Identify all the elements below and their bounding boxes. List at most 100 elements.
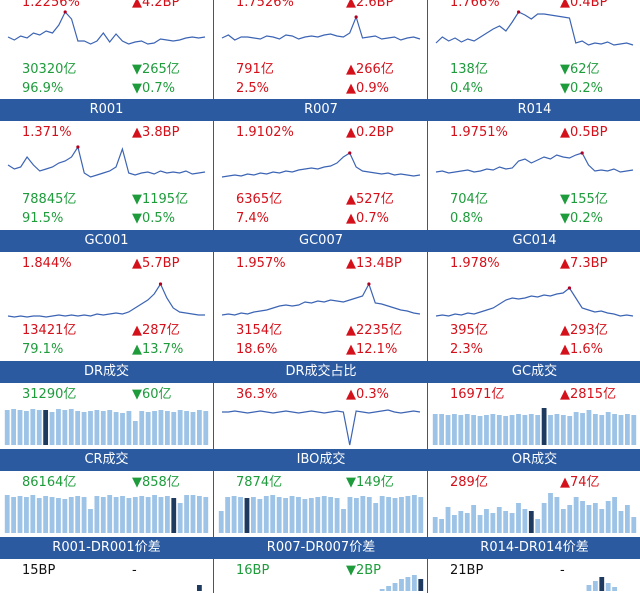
bar <box>624 414 630 445</box>
bar <box>152 411 157 445</box>
volume-cell: 16BP ▼2BP <box>214 561 428 593</box>
rate-value: 1.9751% <box>450 125 508 140</box>
bar <box>496 415 502 445</box>
share-value: 0.4% <box>450 81 484 96</box>
volume-value: 6365亿 <box>236 192 283 207</box>
section-header-title: R014-DR014价差 <box>480 540 589 555</box>
metric-value: 86164亿 <box>22 475 77 490</box>
volume-value: 395亿 <box>450 323 488 338</box>
bar <box>471 505 477 533</box>
series-line <box>221 15 421 41</box>
bar <box>509 513 515 533</box>
rate-change: ▲7.3BP <box>560 256 608 271</box>
metric-value: 15BP <box>22 563 56 578</box>
bar <box>541 503 547 533</box>
bar <box>238 497 243 533</box>
bar <box>458 415 464 445</box>
volume-bar-chart <box>586 577 617 591</box>
volume-bar-chart <box>432 408 637 445</box>
bar <box>353 498 359 533</box>
bar <box>100 411 106 445</box>
bar <box>612 497 617 533</box>
bar <box>289 496 295 533</box>
bar <box>484 415 489 445</box>
bar <box>203 411 209 445</box>
bar <box>145 412 151 445</box>
bar <box>503 416 509 445</box>
metric-change: ▼149亿 <box>346 475 394 490</box>
rate-value: 1.2256% <box>22 0 80 10</box>
metric-change: ▼60亿 <box>132 387 172 402</box>
rate-cell: 1.2256% ▲4.2BP 30320亿 ▼265亿 96.9% ▼0.7% <box>0 0 213 101</box>
bar <box>62 410 68 445</box>
rate-line-chart <box>7 145 206 178</box>
bar <box>68 497 74 533</box>
bar <box>43 410 49 445</box>
bar <box>17 410 23 445</box>
bar <box>56 409 61 445</box>
volume-value: 138亿 <box>450 62 488 77</box>
bar <box>503 511 509 533</box>
series-line <box>435 287 634 317</box>
series-line <box>222 409 421 446</box>
rate-cell: 1.844% ▲5.7BP 13421亿 ▲287亿 79.1% ▲13.7% <box>0 252 213 362</box>
volume-cell: 15BP - <box>0 561 213 593</box>
bar <box>528 414 534 445</box>
bar <box>308 498 314 533</box>
bar <box>4 410 10 445</box>
bar <box>113 412 119 445</box>
bar <box>177 503 183 533</box>
peak-marker <box>517 10 521 14</box>
bar <box>464 513 470 533</box>
rate-value: 1.7526% <box>236 0 294 10</box>
bar <box>139 496 145 533</box>
peak-marker <box>158 282 163 286</box>
bar <box>145 497 151 533</box>
bar <box>68 409 74 445</box>
bar <box>592 503 598 533</box>
bar <box>158 410 164 445</box>
bar <box>439 519 445 533</box>
rate-line-chart <box>435 10 634 46</box>
bar <box>411 575 417 591</box>
bar <box>592 581 598 591</box>
volume-change: ▼1195亿 <box>132 192 189 207</box>
bar <box>203 497 209 533</box>
volume-change: ▼265亿 <box>132 62 180 77</box>
bar <box>11 409 17 445</box>
section-header-title: GC001 <box>84 233 129 248</box>
bar <box>171 412 177 445</box>
section-header-row: R001-DR001价差 R007-DR007价差 R014-DR014价差 <box>0 537 640 559</box>
bar <box>81 412 87 445</box>
rate-change: ▲3.8BP <box>132 125 180 140</box>
section-header-row: CR成交 IBO成交 OR成交 <box>0 449 640 471</box>
series-line <box>7 10 206 45</box>
bar <box>554 497 560 533</box>
rate-change: ▲4.2BP <box>132 0 180 10</box>
bar <box>405 577 411 591</box>
metric-value: 16BP <box>236 563 270 578</box>
bar <box>535 519 541 533</box>
share-change: ▲1.6% <box>560 342 604 357</box>
series-line <box>435 11 634 46</box>
bar <box>62 499 68 533</box>
bar <box>631 517 637 533</box>
bar <box>126 498 132 533</box>
bar <box>302 499 308 533</box>
volume-bar-chart <box>196 585 202 591</box>
share-value: 18.6% <box>236 342 278 357</box>
bar <box>49 497 55 533</box>
metric-value: 21BP <box>450 563 484 578</box>
rate-value: 1.978% <box>450 256 500 271</box>
bar <box>132 497 138 533</box>
bar <box>605 412 611 445</box>
metric-change: - <box>132 563 137 578</box>
bar <box>276 497 282 533</box>
bar <box>171 498 177 533</box>
bar <box>411 495 417 533</box>
rate-value: 1.844% <box>22 256 72 271</box>
bar <box>618 415 624 445</box>
bar <box>347 497 353 533</box>
bar <box>471 415 477 445</box>
bar <box>126 411 132 445</box>
